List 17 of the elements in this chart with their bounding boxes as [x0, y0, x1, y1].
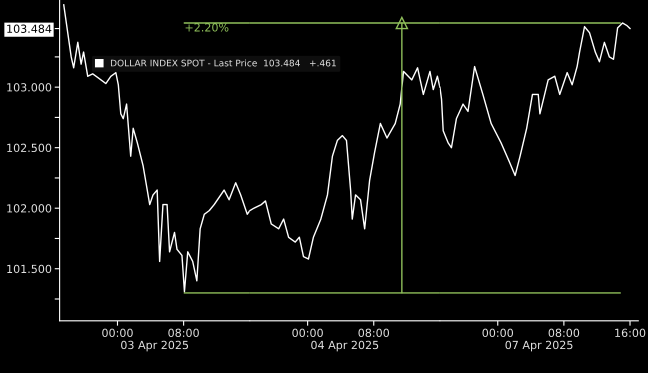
x-tick-label: 00:00 — [482, 328, 514, 338]
x-axis-title: 04 Apr 2025 — [311, 340, 378, 352]
x-tick-label: 08:00 — [358, 328, 390, 338]
y-tick-label: 101.500 — [7, 264, 52, 274]
legend-label: DOLLAR INDEX SPOT - Last Price 103.484 +.461 — [110, 59, 336, 66]
annotation: +2.20% — [186, 23, 228, 32]
y-tick-label: 102.000 — [7, 204, 52, 213]
x-tick-label: 08:00 — [548, 328, 580, 338]
y-tick-label: 103.484 — [7, 24, 52, 33]
x-tick-label: 00:00 — [102, 328, 133, 338]
x-axis-title: 03 Apr 2025 — [121, 340, 188, 352]
x-axis-title: 07 Apr 2025 — [505, 340, 572, 352]
x-tick-label: 16:00 — [615, 328, 646, 338]
x-tick-label: 08:00 — [168, 328, 199, 338]
x-tick-label: 00:00 — [292, 328, 323, 338]
y-tick-label: 103.000 — [7, 83, 52, 92]
y-tick-label: 102.500 — [7, 144, 52, 152]
